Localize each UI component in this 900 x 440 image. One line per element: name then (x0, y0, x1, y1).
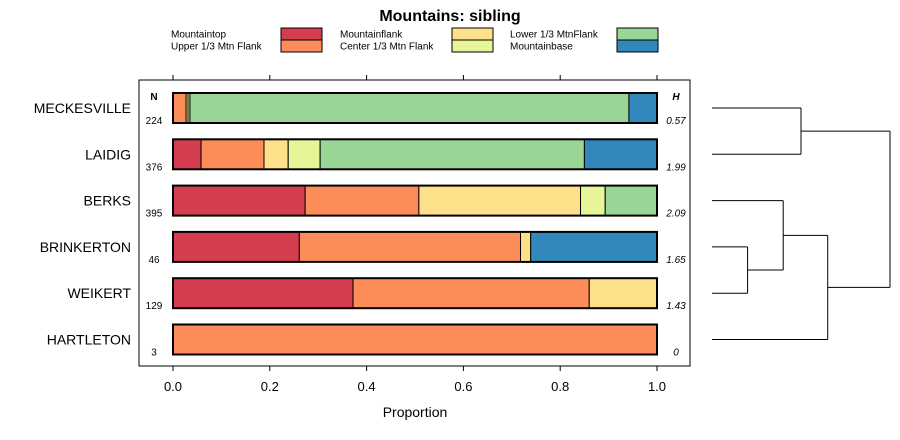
n-value: 376 (146, 162, 163, 173)
bar-segment (520, 231, 532, 263)
row-label: BRINKERTON (40, 239, 131, 255)
bar-segment (287, 138, 321, 170)
x-tick-label: 0.2 (261, 379, 279, 394)
h-value: 1.43 (666, 301, 686, 312)
h-value: 2.09 (665, 209, 686, 220)
bar-outline (172, 184, 658, 217)
legend-swatch (451, 27, 494, 41)
chart-title: Mountains: sibling (379, 8, 520, 25)
bar-segment (530, 231, 658, 263)
bar-segment (172, 185, 306, 217)
bar-segment (200, 138, 265, 170)
x-tick-label: 0.0 (164, 379, 182, 394)
bar-segment (418, 185, 582, 217)
bar-segment (304, 185, 420, 217)
h-value: 0 (673, 348, 679, 359)
bars: 224 0.57 376 1.99 395 2.09 46 1.65 129 1.43 3 0 (146, 92, 686, 359)
legend-label: Upper 1/3 Mtn Flank (171, 42, 263, 53)
bar-outline (172, 230, 658, 263)
x-tick-label: 1.0 (648, 379, 666, 394)
row-labels: MECKESVILLE LAIDIG BERKS BRINKERTON WEIKERT H… (34, 100, 132, 348)
bar-segment (583, 138, 658, 170)
bar-segment (604, 185, 658, 217)
bar-segment (189, 92, 630, 124)
row-label: MECKESVILLE (34, 100, 131, 116)
x-tick-label: 0.8 (551, 379, 569, 394)
legend-label: Mountainflank (340, 30, 403, 41)
bar-outline (172, 277, 658, 310)
row-label: LAIDIG (85, 146, 131, 162)
bar-segment (319, 138, 585, 170)
bar-outline (172, 138, 658, 171)
h-value: 1.99 (666, 162, 686, 173)
bar-outline (172, 92, 658, 124)
x-tick-label: 0.4 (358, 379, 376, 394)
row-label: HARTLETON (47, 332, 131, 348)
legend-label: Mountaintop (171, 30, 226, 41)
legend-swatch (616, 27, 659, 41)
legend-label: Mountainbase (510, 42, 573, 53)
legend-label: Lower 1/3 MtnFlank (510, 30, 599, 41)
n-value: 129 (146, 301, 163, 312)
x-tick-label: 0.6 (454, 379, 472, 394)
bar-segment (172, 92, 187, 124)
bar-outline (172, 323, 658, 356)
bar-segment (172, 138, 202, 170)
legend-swatch (280, 39, 323, 53)
x-axis-label: Proportion (383, 404, 448, 420)
bar-segment (172, 277, 354, 309)
h-column-header: H (672, 92, 680, 103)
dendrogram (712, 107, 891, 340)
plot-frame (138, 79, 691, 367)
bar-segment (172, 324, 658, 355)
legend-label: Center 1/3 Mtn Flank (340, 42, 434, 53)
legend-swatch (280, 27, 323, 41)
n-value: 46 (148, 255, 160, 266)
row-label: WEIKERT (67, 285, 131, 301)
n-value: 224 (146, 116, 163, 127)
bar-segment (298, 231, 522, 263)
n-column-header: N (150, 92, 157, 103)
h-value: 0.57 (666, 116, 686, 127)
bar-segment (580, 185, 606, 217)
bar-segment (172, 231, 300, 263)
legend-swatch (616, 39, 659, 53)
n-value: 3 (151, 348, 157, 359)
legend-swatch (451, 39, 494, 53)
bar-segment (588, 277, 658, 309)
n-value: 395 (146, 209, 163, 220)
bar-segment (628, 92, 658, 124)
h-value: 1.65 (666, 255, 686, 266)
axes: 0.0 0.2 0.4 0.6 0.8 1.0 (164, 75, 666, 394)
row-label: BERKS (84, 193, 131, 209)
bar-segment (352, 277, 590, 309)
bar-segment (263, 138, 289, 170)
